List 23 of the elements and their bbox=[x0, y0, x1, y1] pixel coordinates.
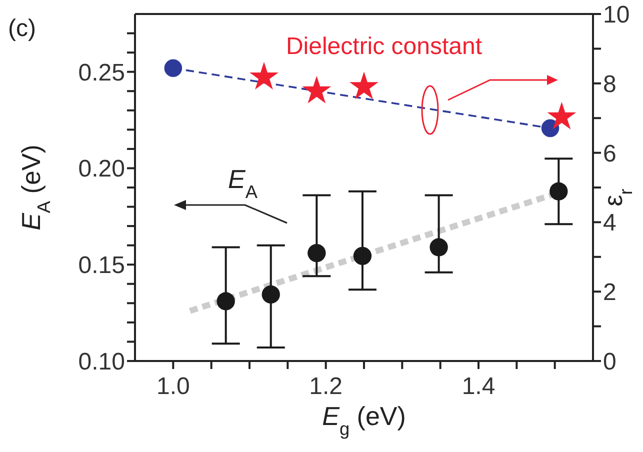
point bbox=[262, 285, 280, 304]
y2-tick-label: 8 bbox=[603, 70, 616, 98]
point bbox=[430, 238, 448, 256]
y2-tick-label: 10 bbox=[603, 2, 630, 29]
point bbox=[550, 182, 568, 200]
y-tick-label: 0.20 bbox=[78, 156, 125, 183]
y2-tick-label: 4 bbox=[603, 210, 616, 237]
x-tick-label: 1.4 bbox=[462, 373, 496, 400]
y-tick-label: 0.25 bbox=[78, 59, 125, 86]
chart-title: (c) bbox=[8, 15, 36, 42]
y2-tick-label: 2 bbox=[603, 279, 616, 306]
x-tick-label: 1.2 bbox=[309, 373, 343, 400]
x-tick-label: 1.0 bbox=[156, 373, 190, 400]
x-axis-title: E$_{g}$ (eV) bbox=[322, 401, 406, 439]
point bbox=[353, 246, 372, 266]
point bbox=[216, 292, 235, 310]
annotation: Dielectric constant bbox=[286, 33, 482, 60]
y2-tick-label: 0 bbox=[603, 348, 616, 376]
y2-tick-label: 6 bbox=[603, 140, 616, 168]
annotation: E$_{A}$ bbox=[228, 164, 258, 202]
point bbox=[308, 244, 326, 262]
y-tick-label: 0.10 bbox=[78, 348, 125, 376]
y-tick-label: 0.15 bbox=[78, 252, 125, 280]
